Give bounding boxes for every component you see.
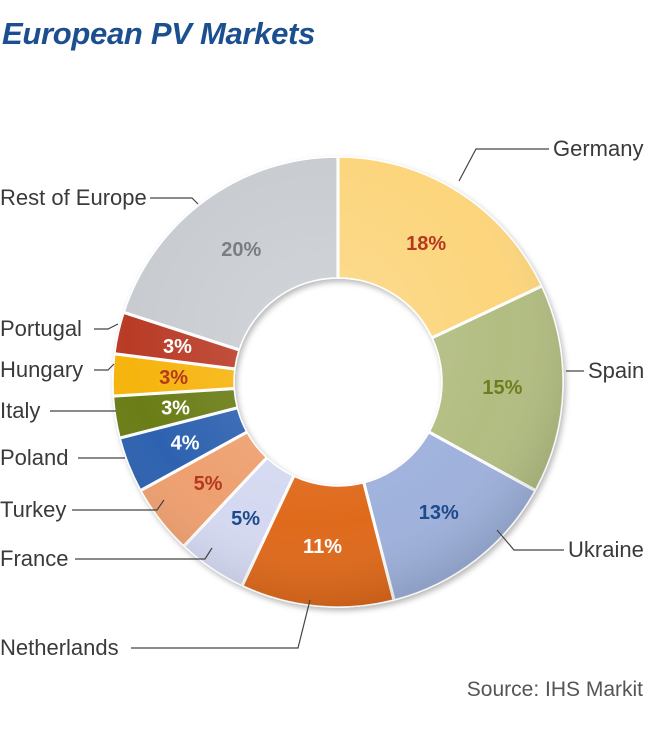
leader-line-france	[75, 547, 213, 560]
pct-label-netherlands: 11%	[303, 536, 342, 558]
pct-label-ukraine: 13%	[419, 502, 459, 524]
category-label-hungary: Hungary	[0, 357, 83, 382]
category-label-portugal: Portugal	[0, 316, 82, 341]
pct-label-germany: 18%	[406, 233, 446, 255]
leader-line-portugal	[94, 323, 119, 330]
category-label-france: France	[0, 546, 68, 571]
pct-label-portugal: 3%	[163, 336, 192, 358]
pct-label-hungary: 3%	[159, 367, 188, 389]
leader-line-turkey	[72, 499, 165, 511]
chart-title: European PV Markets	[2, 16, 316, 51]
category-label-germany: Germany	[553, 136, 643, 161]
pct-label-turkey: 5%	[194, 473, 223, 495]
leader-line-rest-of-europe	[150, 197, 199, 205]
pct-label-spain: 15%	[482, 377, 522, 399]
pct-label-rest-of-europe: 20%	[221, 239, 261, 261]
leader-line-hungary	[94, 363, 115, 371]
category-label-rest-of-europe: Rest of Europe	[0, 185, 147, 210]
leader-line-germany	[458, 148, 549, 182]
category-label-turkey: Turkey	[0, 497, 66, 522]
category-label-ukraine: Ukraine	[568, 537, 644, 562]
leader-line-netherlands	[131, 599, 311, 649]
pct-label-poland: 4%	[171, 433, 200, 455]
pct-label-italy: 3%	[161, 398, 190, 420]
category-label-italy: Italy	[0, 398, 40, 423]
pct-label-france: 5%	[231, 508, 260, 530]
category-label-spain: Spain	[588, 358, 644, 383]
category-label-netherlands: Netherlands	[0, 635, 119, 660]
source-note: Source: IHS Markit	[466, 678, 643, 701]
leader-line-ukraine	[496, 529, 564, 551]
category-label-poland: Poland	[0, 445, 69, 470]
